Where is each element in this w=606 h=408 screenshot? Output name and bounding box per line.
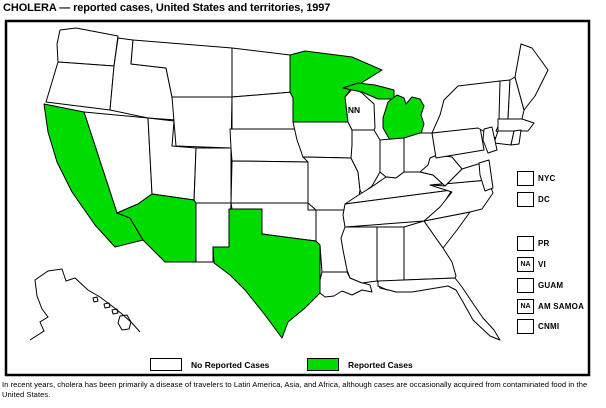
state-nh <box>507 76 525 120</box>
legend-swatch-reported <box>307 358 339 371</box>
territory-label: GUAM <box>538 281 564 290</box>
state-ca <box>43 103 144 248</box>
state-ak-outline <box>29 268 141 341</box>
footnote-text: In recent years, cholera has been primar… <box>2 380 588 399</box>
territory-row-nyc: NYC <box>517 171 556 186</box>
state-hi <box>103 302 111 309</box>
territory-row-guam: GUAM <box>517 278 563 293</box>
territory-statusbox-nyc <box>517 171 534 186</box>
territory-statusbox-am-samoa: NA <box>517 299 534 314</box>
state-ma <box>497 118 535 132</box>
state-tx <box>212 208 321 339</box>
territory-label: AM SAMOA <box>538 302 585 311</box>
page-title: CHOLERA — reported cases, United States … <box>3 2 331 14</box>
legend-item-reported: Reported Cases <box>307 358 413 371</box>
territory-row-am-samoa: NA AM SAMOA <box>517 299 584 314</box>
territory-statusbox-cnmi <box>517 319 534 334</box>
state-hi <box>117 314 132 331</box>
territory-statusbox-guam <box>517 278 534 293</box>
territory-statusbox-pr <box>517 236 534 251</box>
state-in <box>379 137 405 179</box>
territory-label: VI <box>538 260 546 269</box>
territory-label: DC <box>538 195 550 204</box>
nn-annotation: NN <box>348 105 360 115</box>
state-me <box>514 43 549 111</box>
territory-label: NYC <box>538 174 556 183</box>
state-wa <box>56 27 119 67</box>
legend-label-reported: Reported Cases <box>348 359 413 370</box>
state-nj <box>482 126 498 154</box>
state-fl <box>377 277 501 341</box>
state-ri <box>510 129 522 146</box>
territory-label: CNMI <box>538 322 560 331</box>
state-or <box>45 61 115 111</box>
state-wv <box>419 154 463 187</box>
legend-label-no-cases: No Reported Cases <box>191 359 270 370</box>
territory-row-dc: DC <box>517 192 550 207</box>
territory-row-cnmi: CNMI <box>517 319 559 334</box>
territory-statusbox-vi: NA <box>517 257 534 272</box>
state-co <box>193 147 232 204</box>
map-frame-border <box>4 19 591 377</box>
state-nd <box>231 47 294 98</box>
state-dm <box>478 159 494 192</box>
legend-item-no-cases: No Reported Cases <box>150 358 269 371</box>
territory-row-vi: NA VI <box>517 257 546 272</box>
territory-label: PR <box>538 239 550 248</box>
state-sd <box>231 91 298 130</box>
state-ks <box>230 160 309 204</box>
legend-swatch-no-cases <box>150 358 182 371</box>
state-hi <box>92 296 99 303</box>
state-wy <box>171 96 233 149</box>
state-ia <box>292 121 359 159</box>
territory-row-pr: PR <box>517 236 550 251</box>
state-hi <box>111 308 119 315</box>
territory-statusbox-dc <box>517 192 534 207</box>
